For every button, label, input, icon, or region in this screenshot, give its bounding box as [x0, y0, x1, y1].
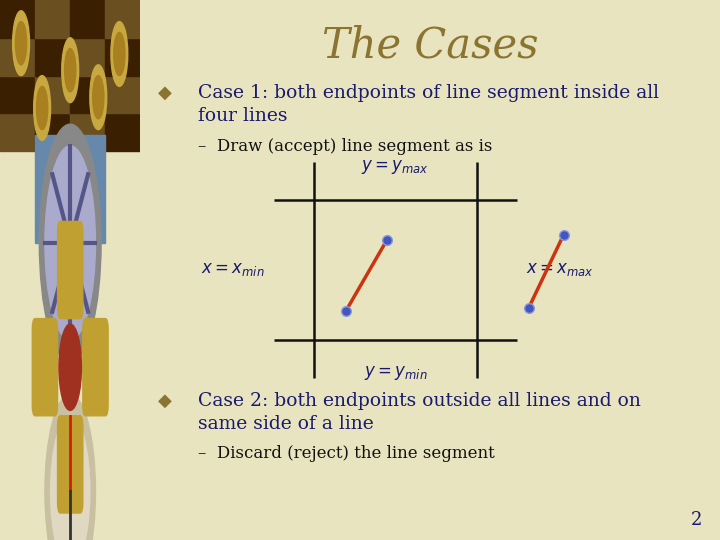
- Circle shape: [37, 86, 48, 130]
- Circle shape: [50, 416, 90, 540]
- FancyBboxPatch shape: [35, 113, 71, 151]
- Circle shape: [93, 76, 104, 119]
- FancyBboxPatch shape: [35, 76, 71, 113]
- Text: 2: 2: [691, 511, 703, 529]
- Text: ◆: ◆: [158, 84, 171, 102]
- Text: –  Draw (accept) line segment as is: – Draw (accept) line segment as is: [199, 138, 492, 154]
- Circle shape: [114, 32, 125, 76]
- Text: The Cases: The Cases: [322, 24, 539, 66]
- FancyBboxPatch shape: [105, 0, 140, 38]
- Circle shape: [45, 146, 96, 340]
- Text: $y = y_{max}$: $y = y_{max}$: [361, 158, 429, 176]
- FancyBboxPatch shape: [0, 0, 35, 38]
- Text: –  Discard (reject) the line segment: – Discard (reject) the line segment: [199, 446, 495, 462]
- Text: Case 1: both endpoints of line segment inside all
four lines: Case 1: both endpoints of line segment i…: [199, 84, 660, 125]
- FancyBboxPatch shape: [0, 38, 35, 76]
- FancyBboxPatch shape: [0, 113, 35, 151]
- FancyBboxPatch shape: [105, 38, 140, 76]
- FancyBboxPatch shape: [58, 416, 83, 513]
- Text: $x = x_{min}$: $x = x_{min}$: [202, 261, 265, 279]
- Circle shape: [59, 324, 81, 410]
- FancyBboxPatch shape: [35, 0, 71, 38]
- FancyBboxPatch shape: [105, 113, 140, 151]
- Circle shape: [45, 394, 96, 540]
- Circle shape: [40, 124, 101, 362]
- Circle shape: [13, 11, 30, 76]
- FancyBboxPatch shape: [71, 113, 105, 151]
- FancyBboxPatch shape: [71, 0, 105, 38]
- Text: $y = y_{min}$: $y = y_{min}$: [364, 364, 427, 382]
- Text: $x = x_{max}$: $x = x_{max}$: [526, 261, 594, 279]
- Circle shape: [90, 65, 107, 130]
- Circle shape: [62, 38, 78, 103]
- FancyBboxPatch shape: [0, 76, 35, 113]
- Circle shape: [15, 22, 27, 65]
- Circle shape: [34, 76, 50, 140]
- FancyBboxPatch shape: [35, 38, 71, 76]
- Text: Case 2: both endpoints outside all lines and on
same side of a line: Case 2: both endpoints outside all lines…: [199, 392, 642, 433]
- FancyBboxPatch shape: [32, 319, 58, 416]
- FancyBboxPatch shape: [35, 135, 105, 243]
- FancyBboxPatch shape: [71, 76, 105, 113]
- FancyBboxPatch shape: [105, 76, 140, 113]
- FancyBboxPatch shape: [71, 38, 105, 76]
- Circle shape: [111, 22, 127, 86]
- Circle shape: [65, 49, 76, 92]
- FancyBboxPatch shape: [58, 221, 83, 319]
- Text: ◆: ◆: [158, 392, 171, 409]
- FancyBboxPatch shape: [83, 319, 108, 416]
